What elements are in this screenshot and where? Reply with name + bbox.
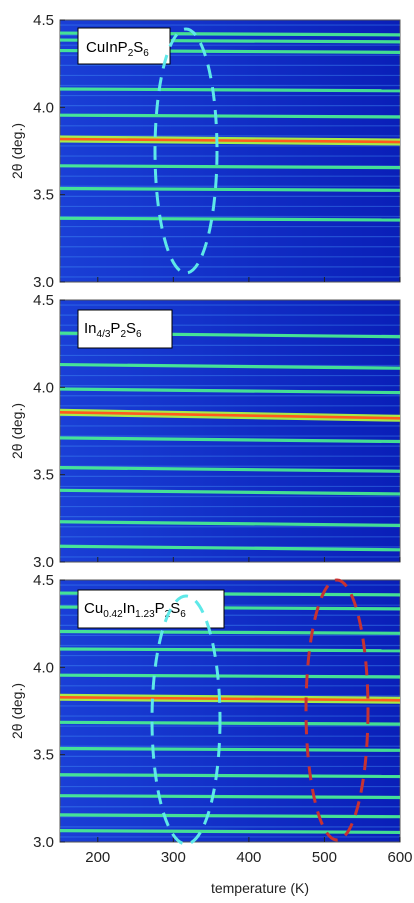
peak-line [59, 436, 401, 444]
peak-line [59, 673, 401, 679]
peak-line [59, 829, 401, 835]
peak-line [59, 773, 401, 779]
y-tick-label: 4.0 [33, 99, 54, 116]
peak-line [59, 113, 401, 119]
panel-1-yticks: 4.5 4.0 3.5 3.0 [33, 12, 65, 291]
panel-3: 4.54.03.53.0 2θ (deg.) Cu0.42In1.23P2S6 [9, 572, 401, 851]
y-tick-label: 4.5 [33, 12, 54, 29]
x-axis-label: temperature (K) [211, 880, 309, 896]
y-tick-label: 3.5 [33, 467, 54, 484]
peak-line [59, 186, 401, 192]
panel-1: 4.5 4.0 3.5 3.0 2θ (deg.) CuInP2S6 [9, 12, 401, 291]
panel-2-label-box [77, 309, 173, 349]
x-tick-label: 500 [312, 849, 337, 866]
y-tick-label: 3.5 [33, 747, 54, 764]
panel-3-yticks: 4.5 4.0 3.5 3.0 [33, 572, 65, 851]
panel-2-peaks [59, 304, 401, 562]
x-tick-label: 200 [85, 849, 110, 866]
x-axis: 200 300 400 500 600 [85, 849, 412, 866]
panel-2-sample-label: In4/3P2S6 [84, 320, 142, 340]
peak-line [59, 87, 401, 93]
panel-1-highlight-ellipse [153, 27, 219, 275]
peak-line [59, 520, 401, 527]
y-tick-label: 3.5 [33, 187, 54, 204]
peak-line [59, 164, 401, 170]
peak-line [59, 647, 401, 653]
x-tick-label: 600 [387, 849, 412, 866]
x-tick-label: 400 [236, 849, 261, 866]
peak-line [59, 794, 401, 800]
panel-2-y-axis-label: 2θ (deg.) [9, 403, 25, 459]
peak-line [59, 362, 401, 370]
peak-line [59, 387, 401, 395]
peak-line [59, 544, 401, 552]
peak-line [59, 216, 401, 222]
panel-1-sample-label: CuInP2S6 [86, 39, 149, 59]
panel-2: 4.5 4.0 3.5 3.0 2θ (deg.) In4/3P2S6 [9, 292, 401, 571]
peak-line [59, 629, 401, 635]
panel-2-yticks: 4.5 4.0 3.5 3.0 [33, 292, 65, 571]
panel-1-label-box [77, 27, 171, 65]
y-tick-label: 3.0 [33, 834, 54, 851]
x-tick-label: 300 [161, 849, 186, 866]
peak-line-strong [59, 137, 401, 144]
panel-1-y-axis-label: 2θ (deg.) [9, 123, 25, 179]
panel-3-highlight-ellipse-cyan [150, 594, 222, 846]
panel-3-y-axis-label: 2θ (deg.) [9, 683, 25, 739]
peak-line [59, 720, 401, 726]
peak-line-strong [59, 410, 401, 420]
peak-line [59, 813, 401, 819]
peak-line-strong [59, 695, 401, 702]
peak-line [59, 488, 401, 496]
y-tick-label: 4.0 [33, 379, 54, 396]
y-tick-label: 4.0 [33, 659, 54, 676]
y-tick-label: 4.5 [33, 292, 54, 309]
y-tick-label: 3.0 [33, 274, 54, 291]
panel-3-peaks [59, 584, 401, 842]
peak-line [59, 466, 401, 473]
y-tick-label: 3.0 [33, 554, 54, 571]
y-tick-label: 4.5 [33, 572, 54, 589]
peak-line [59, 746, 401, 752]
panel-3-highlight-ellipse-red [304, 578, 370, 842]
